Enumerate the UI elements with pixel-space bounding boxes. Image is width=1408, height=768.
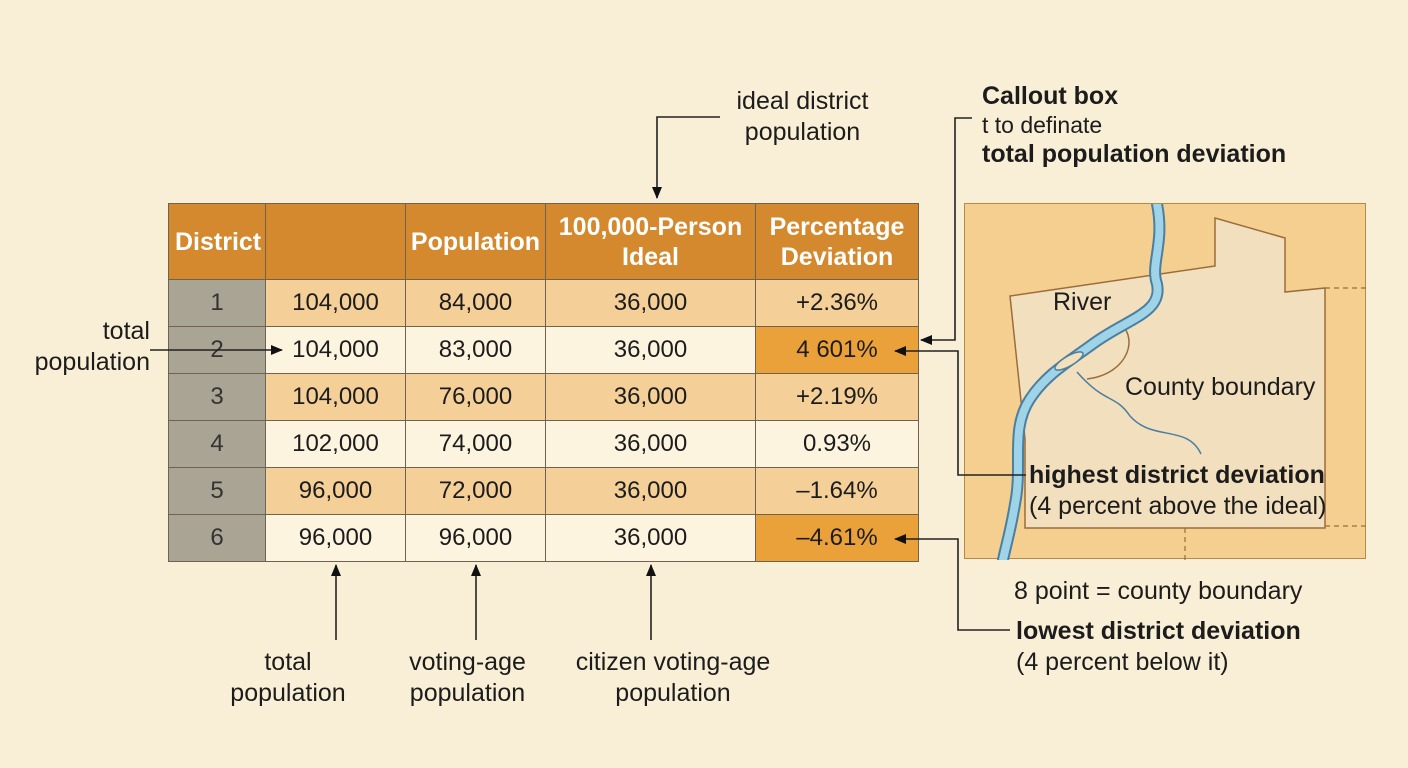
district-cell: 3 <box>168 373 266 421</box>
total-cell: 104,000 <box>265 326 406 374</box>
county-boundary-line <box>1184 287 1367 560</box>
deviation-cell: +2.19% <box>755 373 919 421</box>
bottom-label-line: population <box>230 679 346 707</box>
river-label: River <box>1053 288 1112 316</box>
district-cell: 5 <box>168 467 266 515</box>
deviation-cell: +2.36% <box>755 279 919 327</box>
county-area <box>1009 217 1326 529</box>
deviation-cell: –1.64% <box>755 467 919 515</box>
callout-box: Callout box t to definate total populati… <box>982 81 1286 170</box>
callout-line2: t to definate <box>982 112 1103 138</box>
district-population-table: District Population 100,000-Person Ideal… <box>168 203 919 562</box>
ideal-label-line1: ideal district <box>736 87 869 115</box>
header-deviation: Percentage Deviation <box>755 203 919 280</box>
highest-title: highest district deviation <box>1029 461 1325 489</box>
lowest-deviation-note: lowest district deviation (4 percent bel… <box>1016 616 1301 678</box>
total-cell: 104,000 <box>265 279 406 327</box>
table-header-row: District Population 100,000-Person Ideal… <box>168 203 919 280</box>
bottom-label-line: population <box>615 679 731 707</box>
district-cell: 2 <box>168 326 266 374</box>
callout-line3: total population deviation <box>982 140 1287 168</box>
deviation-cell: 0.93% <box>755 420 919 468</box>
tributary-line <box>1076 371 1202 455</box>
total-cell: 104,000 <box>265 373 406 421</box>
bottom-label-line: population <box>409 679 526 707</box>
callout-title: Callout box <box>982 82 1119 110</box>
highest-sub: (4 percent above the ideal) <box>1029 492 1327 520</box>
table-row: 6 96,000 96,000 36,000 –4.61% <box>168 514 919 562</box>
header-population: Population <box>405 203 546 280</box>
county-map-drawing <box>997 198 1367 566</box>
vap-cell: 84,000 <box>405 279 546 327</box>
district-cell: 4 <box>168 420 266 468</box>
vap-cell: 76,000 <box>405 373 546 421</box>
ideal-label-line2: population <box>744 118 861 146</box>
header-ideal: 100,000-Person Ideal <box>545 203 756 280</box>
bottom-label-line: citizen voting-age <box>575 648 771 676</box>
district-cell: 1 <box>168 279 266 327</box>
table-row: 4 102,000 74,000 36,000 0.93% <box>168 420 919 468</box>
highest-deviation-note: highest district deviation (4 percent ab… <box>1029 460 1326 522</box>
deviation-cell-lowest: –4.61% <box>755 514 919 562</box>
vap-cell: 72,000 <box>405 467 546 515</box>
bottom-label-line: voting-age <box>409 648 526 676</box>
total-cell: 96,000 <box>265 514 406 562</box>
cvap-cell: 36,000 <box>545 326 756 374</box>
table-row: 5 96,000 72,000 36,000 –1.64% <box>168 467 919 515</box>
bottom-label-total-population: total population <box>218 647 358 709</box>
side-label-line1: total <box>102 317 150 345</box>
bottom-label-voting-age: voting-age population <box>395 647 540 709</box>
county-boundary-label: County boundary <box>1125 373 1316 401</box>
header-total <box>265 203 406 280</box>
cvap-cell: 36,000 <box>545 420 756 468</box>
deviation-cell-highest: 4 601% <box>755 326 919 374</box>
lowest-sub: (4 percent below it) <box>1016 648 1229 676</box>
vap-cell: 74,000 <box>405 420 546 468</box>
bottom-label-line: total <box>264 648 312 676</box>
ideal-district-population-label: ideal district population <box>700 86 905 148</box>
vap-cell: 96,000 <box>405 514 546 562</box>
cvap-cell: 36,000 <box>545 373 756 421</box>
cvap-cell: 36,000 <box>545 467 756 515</box>
table-row: 1 104,000 84,000 36,000 +2.36% <box>168 279 919 327</box>
side-label-line2: population <box>34 348 150 376</box>
table-row: 3 104,000 76,000 36,000 +2.19% <box>168 373 919 421</box>
header-district: District <box>168 203 266 280</box>
table-row: 2 104,000 83,000 36,000 4 601% <box>168 326 919 374</box>
cvap-cell: 36,000 <box>545 279 756 327</box>
cvap-cell: 36,000 <box>545 514 756 562</box>
total-cell: 96,000 <box>265 467 406 515</box>
county-map: River County boundary highest district d… <box>964 198 1367 566</box>
bottom-label-citizen-voting-age: citizen voting-age population <box>560 647 786 709</box>
lowest-title: lowest district deviation <box>1016 617 1301 645</box>
total-cell: 102,000 <box>265 420 406 468</box>
vap-cell: 83,000 <box>405 326 546 374</box>
district-cell: 6 <box>168 514 266 562</box>
legend-text: 8 point = county boundary <box>1014 577 1303 605</box>
total-population-side-label: total population <box>22 316 150 378</box>
river-island <box>1054 351 1084 371</box>
